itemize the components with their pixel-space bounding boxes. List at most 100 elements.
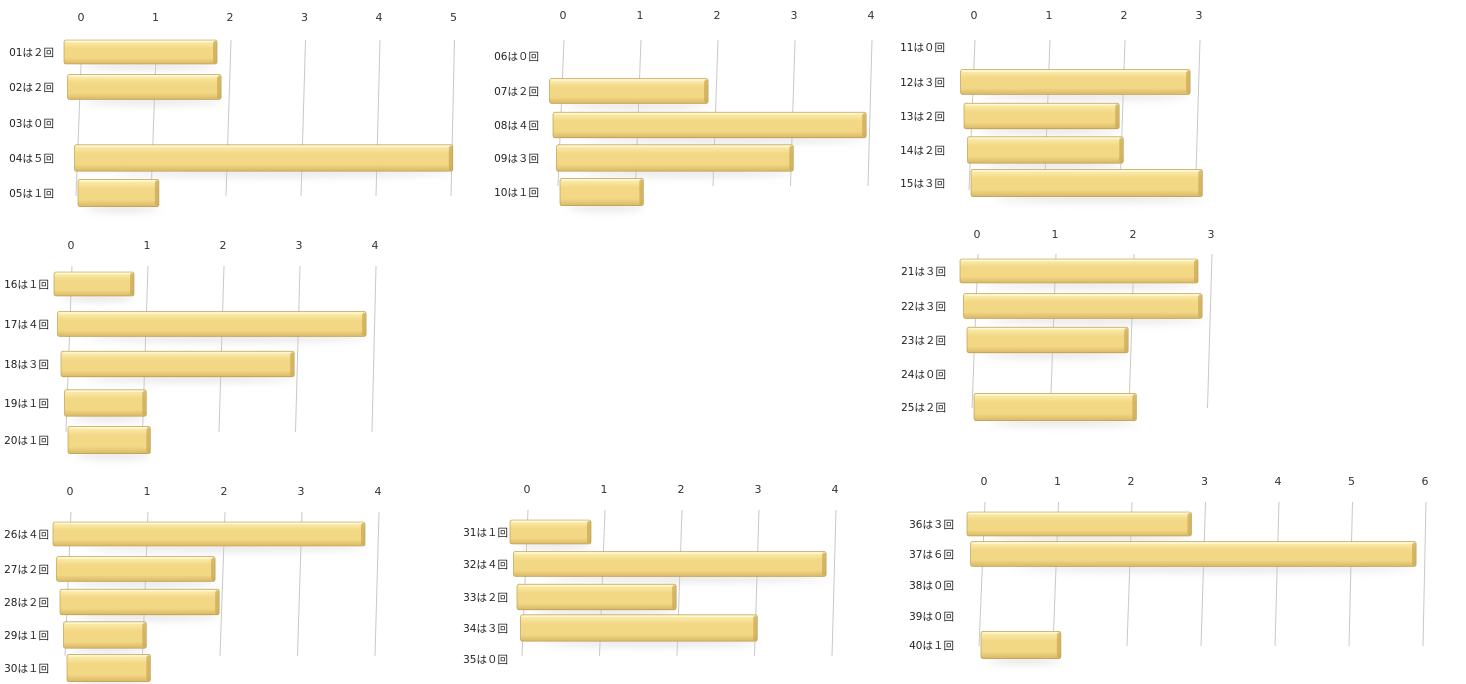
bar-end [822,552,827,576]
x-tick-label: 2 [220,239,227,252]
bar [966,511,1192,537]
category-label: 05は１回 [9,188,54,200]
x-tick-label: 4 [868,9,875,22]
bar-end [753,615,758,641]
chart-panel-1: 0 1 2 3 4 5 01は２回 02は２回 03は０回 04は５回 05は１回 [9,11,457,213]
category-label: 09は３回 [494,153,539,165]
gridline [1195,39,1201,191]
bar-end [217,75,222,99]
gridline [371,265,377,433]
category-label: 03は０回 [9,118,54,130]
bar [549,78,709,104]
x-tick-label: 1 [152,11,159,24]
x-tick-label: 4 [376,11,383,24]
category-label: 38は０回 [909,580,954,592]
x-tick-label: 5 [450,11,457,24]
bar-end [1412,542,1417,566]
category-label: 02は２回 [9,82,54,94]
category-label: 39は０回 [909,611,954,623]
bar-end [1124,328,1129,352]
x-tick-label: 5 [1348,475,1355,488]
x-tick-label: 0 [68,239,75,252]
x-tick-label: 2 [221,485,228,498]
gridline [1422,501,1427,647]
gridline [374,511,380,657]
gridline [1200,501,1206,647]
x-tick-label: 3 [791,9,798,22]
bar-end [213,41,217,63]
category-label: 16は１回 [4,279,49,291]
category-label: 19は１回 [4,398,49,410]
bar [980,631,1062,659]
category-label: 07は２回 [494,86,539,98]
category-label: 40は１回 [909,640,954,652]
category-label: 35は０回 [463,654,508,666]
category-label: 10は１回 [494,187,539,199]
gridline [1207,253,1213,409]
bar [66,654,151,682]
bar [513,551,827,577]
x-tick-label: 3 [755,483,762,496]
category-label: 36は３回 [909,519,954,531]
category-label: 15は３回 [900,178,945,190]
bar-end [1115,104,1120,128]
x-tick-label: 3 [1208,228,1215,241]
bar [960,69,1191,95]
bar [67,74,222,100]
category-label: 33は２回 [463,592,508,604]
bar [63,621,147,649]
x-tick-label: 2 [1130,228,1137,241]
category-label: 21は３回 [901,266,946,278]
x-tick-label: 2 [1128,475,1135,488]
gridline [1119,39,1126,191]
bar [552,111,867,139]
chart-panel-8: 0 1 2 3 4 5 6 36は３回 37は６回 38は０回 39は０回 40は１回 [909,475,1429,665]
chart-panel-3: 0 1 2 3 11は０回 12は３回 13は２回 14は２回 15は３回 [900,9,1203,203]
x-tick-label: 3 [298,485,305,498]
category-label: 17は４回 [4,319,49,331]
category-label: 20は１回 [4,435,49,447]
bar-end [1056,632,1061,658]
bar [509,519,592,545]
x-tick-label: 3 [296,239,303,252]
bar [559,178,644,206]
bar [966,326,1129,354]
category-label: 14は２回 [900,145,945,157]
bar [516,583,677,611]
x-tick-label: 3 [1196,9,1203,22]
category-label: 24は０回 [901,369,946,381]
bar-end [146,427,151,453]
bar-end [1119,137,1124,163]
chart-panel-6: 0 1 2 3 4 26は４回 27は２回 28は２回 29は１回 30は１回 [4,485,382,684]
x-tick-label: 1 [601,483,608,496]
bar [970,541,1417,567]
bar [556,144,794,172]
category-label: 30は１回 [4,663,49,675]
x-tick-label: 1 [637,9,644,22]
gridline [450,39,455,197]
bar [963,293,1203,319]
bar-end [587,521,591,543]
bar-end [362,312,367,336]
bar [57,311,367,337]
gridline [218,265,225,433]
bar-end [154,180,159,206]
bar [63,39,218,65]
category-label: 04は５回 [9,153,54,165]
category-label: 26は４回 [4,529,49,541]
category-label: 32は４回 [463,559,508,571]
x-tick-label: 2 [678,483,685,496]
bar-end [142,622,147,648]
bar [52,521,366,547]
category-label: 11は０回 [900,42,945,54]
bar [967,136,1124,164]
category-label: 25は２回 [901,402,946,414]
category-label: 23は２回 [901,335,946,347]
bar [64,389,147,417]
bar-end [215,590,220,614]
gridline [295,265,301,433]
x-tick-label: 0 [78,11,85,24]
x-tick-label: 0 [971,9,978,22]
bar [56,556,216,582]
x-tick-label: 4 [832,483,839,496]
